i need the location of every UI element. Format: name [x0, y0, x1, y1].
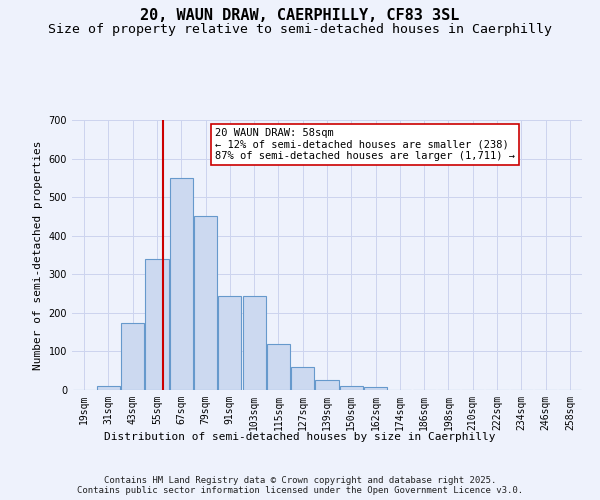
Bar: [194, 216, 217, 390]
Bar: [340, 386, 363, 390]
Bar: [316, 380, 338, 390]
Text: Distribution of semi-detached houses by size in Caerphilly: Distribution of semi-detached houses by …: [104, 432, 496, 442]
Bar: [97, 386, 120, 390]
Bar: [170, 178, 193, 390]
Text: Size of property relative to semi-detached houses in Caerphilly: Size of property relative to semi-detach…: [48, 22, 552, 36]
Bar: [218, 296, 241, 390]
Bar: [291, 367, 314, 390]
Text: Contains HM Land Registry data © Crown copyright and database right 2025.
Contai: Contains HM Land Registry data © Crown c…: [77, 476, 523, 495]
Text: 20, WAUN DRAW, CAERPHILLY, CF83 3SL: 20, WAUN DRAW, CAERPHILLY, CF83 3SL: [140, 8, 460, 22]
Y-axis label: Number of semi-detached properties: Number of semi-detached properties: [33, 140, 43, 370]
Bar: [364, 387, 387, 390]
Bar: [145, 259, 169, 390]
Text: 20 WAUN DRAW: 58sqm
← 12% of semi-detached houses are smaller (238)
87% of semi-: 20 WAUN DRAW: 58sqm ← 12% of semi-detach…: [215, 128, 515, 162]
Bar: [267, 344, 290, 390]
Bar: [121, 322, 144, 390]
Bar: [242, 296, 266, 390]
